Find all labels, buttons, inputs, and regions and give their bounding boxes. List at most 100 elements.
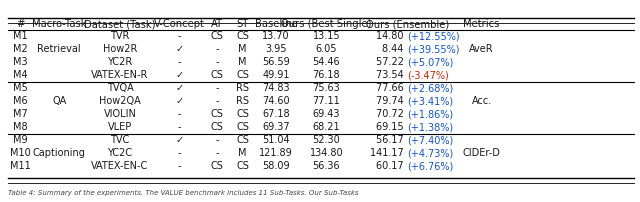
Text: YC2C: YC2C [108, 148, 132, 158]
Text: (+12.55%): (+12.55%) [407, 31, 460, 41]
Text: V-Concept: V-Concept [154, 19, 205, 29]
Text: M: M [238, 57, 247, 67]
Text: -: - [177, 109, 181, 119]
Text: -: - [215, 44, 219, 54]
Text: M8: M8 [13, 122, 28, 132]
Text: ✓: ✓ [175, 96, 183, 106]
Text: M11: M11 [10, 161, 31, 171]
Text: CS: CS [236, 70, 249, 80]
Text: Dataset (Task): Dataset (Task) [84, 19, 156, 29]
Text: Ours (Best Single): Ours (Best Single) [281, 19, 372, 29]
Text: M2: M2 [13, 44, 28, 54]
Text: 74.60: 74.60 [262, 96, 290, 106]
Text: 73.54: 73.54 [376, 70, 407, 80]
Text: M1: M1 [13, 31, 28, 41]
Text: ✓: ✓ [175, 70, 183, 80]
Text: 141.17: 141.17 [370, 148, 407, 158]
Text: 58.09: 58.09 [262, 161, 290, 171]
Text: (+2.68%): (+2.68%) [407, 83, 453, 93]
Text: CS: CS [211, 109, 223, 119]
Text: (+1.86%): (+1.86%) [407, 109, 453, 119]
Text: (+1.38%): (+1.38%) [407, 122, 453, 132]
Text: ✓: ✓ [175, 83, 183, 93]
Text: ST: ST [236, 19, 249, 29]
Text: 8.44: 8.44 [382, 44, 407, 54]
Text: AT: AT [211, 19, 223, 29]
Text: AveR: AveR [469, 44, 494, 54]
Text: 74.83: 74.83 [262, 83, 290, 93]
Text: CS: CS [211, 70, 223, 80]
Text: TVR: TVR [110, 31, 130, 41]
Text: Acc.: Acc. [472, 96, 492, 106]
Text: VATEX-EN-R: VATEX-EN-R [92, 70, 148, 80]
Text: 51.04: 51.04 [262, 135, 290, 145]
Text: -: - [215, 83, 219, 93]
Text: M3: M3 [13, 57, 28, 67]
Text: (+7.40%): (+7.40%) [407, 135, 453, 145]
Text: (+3.41%): (+3.41%) [407, 96, 453, 106]
Text: -: - [177, 31, 181, 41]
Text: 13.70: 13.70 [262, 31, 290, 41]
Text: -: - [215, 148, 219, 158]
Text: -: - [177, 57, 181, 67]
Text: 54.46: 54.46 [312, 57, 340, 67]
Text: 75.63: 75.63 [312, 83, 340, 93]
Text: M6: M6 [13, 96, 28, 106]
Text: QA: QA [52, 96, 67, 106]
Text: -: - [177, 122, 181, 132]
Text: CS: CS [236, 109, 249, 119]
Text: CS: CS [211, 122, 223, 132]
Text: -: - [215, 57, 219, 67]
Text: 52.30: 52.30 [312, 135, 340, 145]
Text: VLEP: VLEP [108, 122, 132, 132]
Text: VATEX-EN-C: VATEX-EN-C [92, 161, 148, 171]
Text: M7: M7 [13, 109, 28, 119]
Text: 13.15: 13.15 [312, 31, 340, 41]
Text: (+4.73%): (+4.73%) [407, 148, 453, 158]
Text: TVQA: TVQA [107, 83, 133, 93]
Text: 57.22: 57.22 [376, 57, 407, 67]
Text: 56.36: 56.36 [312, 161, 340, 171]
Text: Metrics: Metrics [463, 19, 500, 29]
Text: (+5.07%): (+5.07%) [407, 57, 453, 67]
Text: 60.17: 60.17 [376, 161, 407, 171]
Text: RS: RS [236, 83, 249, 93]
Text: Table 4: Summary of the experiments. The VALUE benchmark includes 11 Sub-Tasks. : Table 4: Summary of the experiments. The… [8, 190, 358, 196]
Text: Macro-Task: Macro-Task [32, 19, 86, 29]
Text: ✓: ✓ [175, 44, 183, 54]
Text: 56.59: 56.59 [262, 57, 290, 67]
Text: M10: M10 [10, 148, 31, 158]
Text: 77.66: 77.66 [376, 83, 407, 93]
Text: M4: M4 [13, 70, 28, 80]
Text: Baseline: Baseline [255, 19, 297, 29]
Text: -: - [177, 161, 181, 171]
Text: M: M [238, 148, 247, 158]
Text: (-3.47%): (-3.47%) [407, 70, 449, 80]
Text: 69.15: 69.15 [376, 122, 407, 132]
Text: 69.37: 69.37 [262, 122, 290, 132]
Text: #: # [16, 19, 25, 29]
Text: (+39.55%): (+39.55%) [407, 44, 460, 54]
Text: 70.72: 70.72 [376, 109, 407, 119]
Text: 69.43: 69.43 [313, 109, 340, 119]
Text: M9: M9 [13, 135, 28, 145]
Text: 79.74: 79.74 [376, 96, 407, 106]
Text: CS: CS [211, 31, 223, 41]
Text: How2QA: How2QA [99, 96, 141, 106]
Text: How2R: How2R [103, 44, 137, 54]
Text: 56.17: 56.17 [376, 135, 407, 145]
Text: M: M [238, 44, 247, 54]
Text: 49.91: 49.91 [262, 70, 289, 80]
Text: Ours (Ensemble): Ours (Ensemble) [366, 19, 450, 29]
Text: M5: M5 [13, 83, 28, 93]
Text: CS: CS [236, 161, 249, 171]
Text: CS: CS [236, 31, 249, 41]
Text: CS: CS [236, 135, 249, 145]
Text: -: - [215, 96, 219, 106]
Text: 14.80: 14.80 [376, 31, 407, 41]
Text: 68.21: 68.21 [312, 122, 340, 132]
Text: 6.05: 6.05 [316, 44, 337, 54]
Text: (+6.76%): (+6.76%) [407, 161, 453, 171]
Text: YC2R: YC2R [108, 57, 132, 67]
Text: -: - [215, 135, 219, 145]
